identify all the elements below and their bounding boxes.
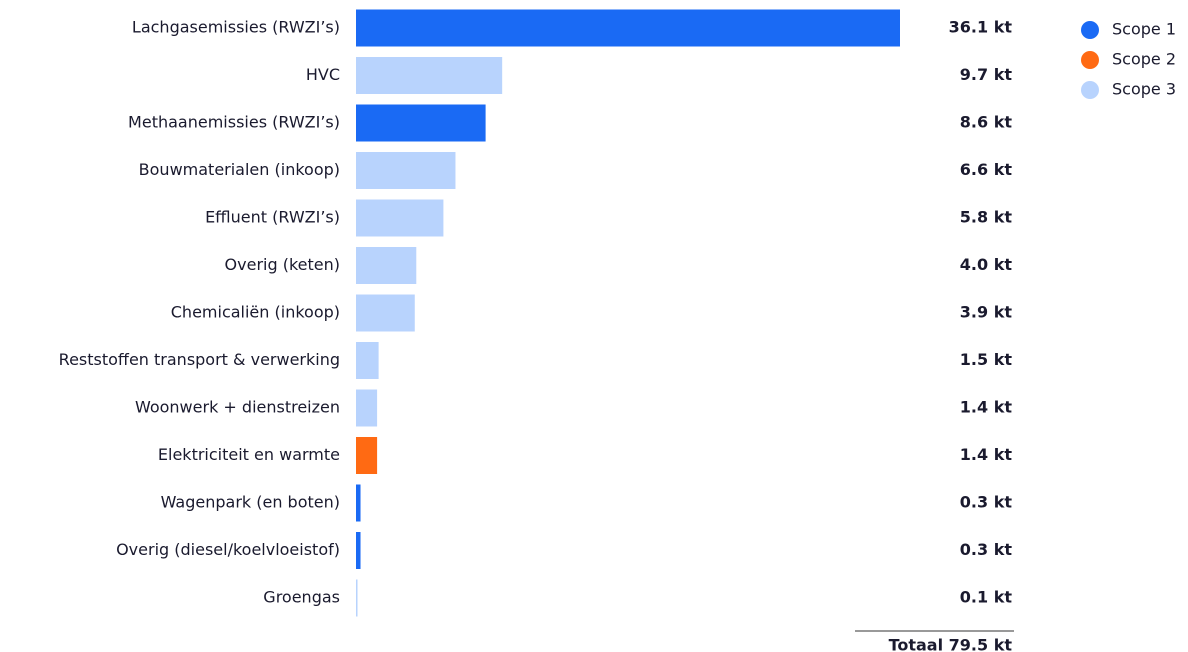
value-label: 5.8 kt [960, 208, 1013, 227]
value-label: 1.5 kt [960, 350, 1013, 369]
category-label: Groengas [263, 588, 340, 607]
bar [356, 484, 361, 522]
value-label: 9.7 kt [960, 65, 1013, 84]
category-label: Woonwerk + dienstreizen [135, 398, 340, 417]
value-label: 1.4 kt [960, 398, 1013, 417]
value-label: 6.6 kt [960, 160, 1013, 179]
bar [356, 199, 444, 237]
value-label: 36.1 kt [949, 18, 1013, 37]
legend-swatch [1081, 81, 1099, 99]
category-label: HVC [306, 65, 340, 84]
bar [356, 104, 486, 142]
category-label: Lachgasemissies (RWZI’s) [132, 18, 340, 37]
category-label: Effluent (RWZI’s) [205, 208, 340, 227]
category-label: Overig (keten) [225, 255, 340, 274]
bar [356, 9, 900, 47]
value-label: 1.4 kt [960, 445, 1013, 464]
bar [356, 437, 378, 474]
legend-swatch [1081, 21, 1099, 39]
bar [356, 247, 417, 284]
bar [356, 579, 358, 617]
value-label: 4.0 kt [960, 255, 1013, 274]
value-label: 0.3 kt [960, 540, 1013, 559]
bar [356, 57, 503, 94]
legend-swatch [1081, 51, 1099, 69]
category-label: Reststoffen transport & verwerking [59, 350, 340, 369]
legend-label: Scope 2 [1112, 50, 1176, 69]
value-label: 8.6 kt [960, 113, 1013, 132]
bar [356, 389, 378, 427]
bar [356, 152, 456, 189]
category-label: Bouwmaterialen (inkoop) [139, 160, 340, 179]
bar [356, 294, 415, 332]
category-label: Elektriciteit en warmte [158, 445, 340, 464]
legend-label: Scope 3 [1112, 80, 1176, 99]
category-label: Wagenpark (en boten) [161, 493, 340, 512]
value-label: 3.9 kt [960, 303, 1013, 322]
value-label: 0.3 kt [960, 493, 1013, 512]
category-label: Chemicaliën (inkoop) [171, 303, 340, 322]
bar [356, 532, 361, 569]
total-label: Totaal 79.5 kt [889, 636, 1013, 652]
bar [356, 342, 379, 379]
category-label: Methaanemissies (RWZI’s) [128, 113, 340, 132]
legend-label: Scope 1 [1112, 20, 1176, 39]
category-label: Overig (diesel/koelvloeistof) [116, 540, 340, 559]
value-label: 0.1 kt [960, 588, 1013, 607]
